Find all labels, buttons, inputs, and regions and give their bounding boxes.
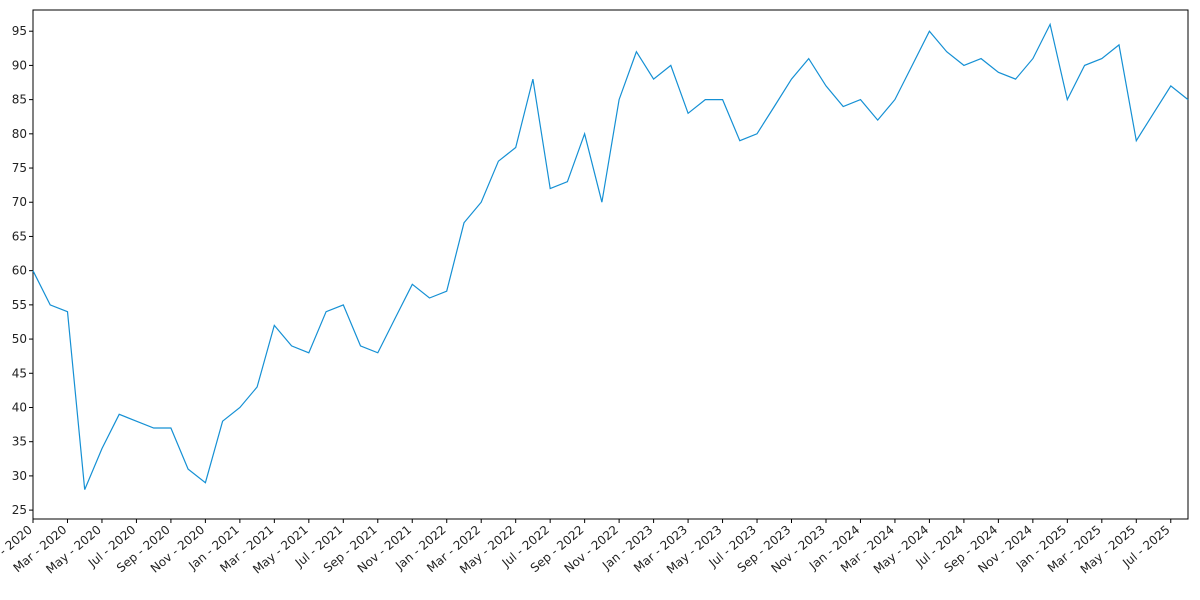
y-tick-label: 90 xyxy=(12,58,27,72)
y-tick-label: 80 xyxy=(12,127,27,141)
line-series xyxy=(32,22,1189,490)
y-tick-label: 65 xyxy=(12,229,27,243)
y-tick-label: 55 xyxy=(12,298,27,312)
y-tick-label: 50 xyxy=(12,332,27,346)
y-tick-label: 70 xyxy=(12,195,27,209)
y-tick-label: 85 xyxy=(12,93,27,107)
y-tick-label: 40 xyxy=(12,400,27,414)
y-tick-label: 75 xyxy=(12,161,27,175)
plot-frame xyxy=(32,9,1189,520)
y-tick-label: 60 xyxy=(12,264,27,278)
y-tick-label: 95 xyxy=(12,24,27,38)
y-tick-label: 45 xyxy=(12,366,27,380)
y-tick-label: 30 xyxy=(12,469,27,483)
y-tick-label: 25 xyxy=(12,503,27,517)
y-tick-label: 35 xyxy=(12,435,27,449)
